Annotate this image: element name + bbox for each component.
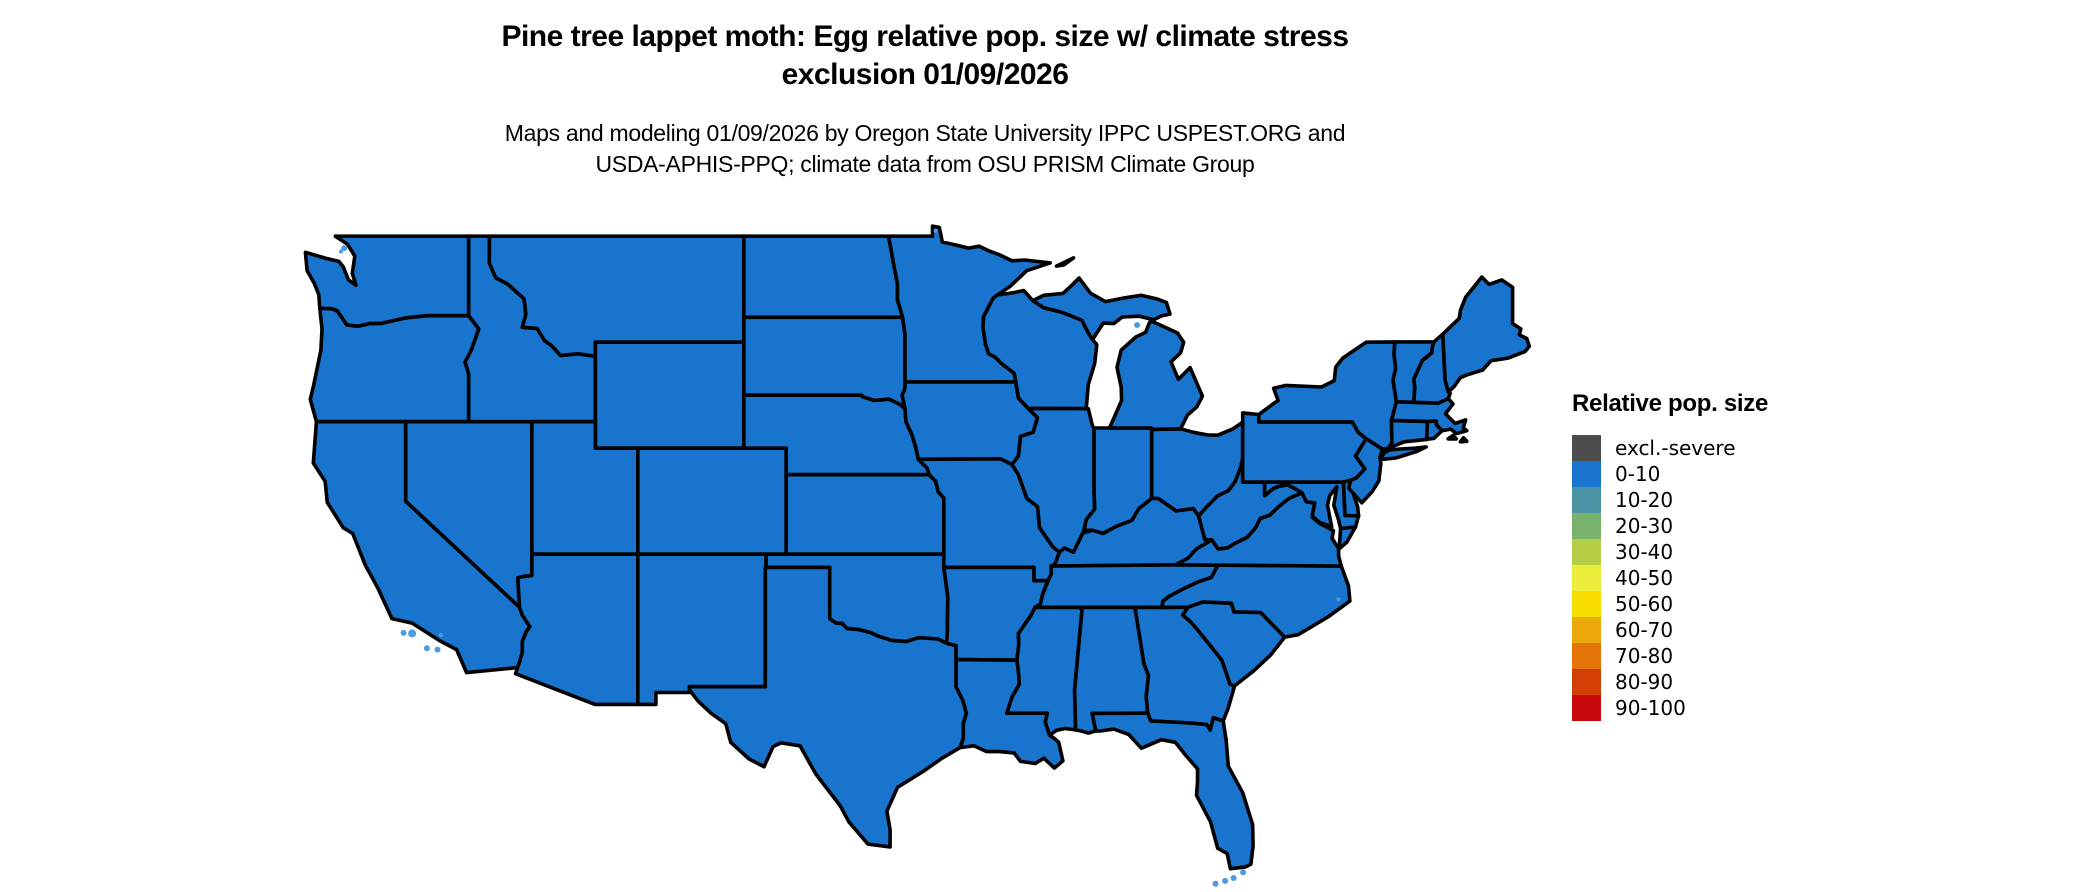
legend-swatch-90-100 [1572, 695, 1601, 721]
state-north-dakota [742, 234, 905, 320]
legend-title: Relative pop. size [1572, 390, 1768, 417]
state-new-york [1378, 445, 1428, 462]
legend-swatch-60-70 [1572, 617, 1601, 643]
water-speck [1134, 322, 1141, 328]
state-michigan [1031, 276, 1172, 342]
legend-label: 40-50 [1615, 566, 1674, 590]
legend-label: 30-40 [1615, 540, 1674, 564]
state-massachusetts [1446, 433, 1458, 441]
legend-item: 10-20 [1572, 487, 1768, 513]
legend-swatch-20-30 [1572, 513, 1601, 539]
state-maine [1441, 275, 1532, 394]
water-speck [339, 249, 343, 254]
legend-item: 80-90 [1572, 669, 1768, 695]
state-oregon [308, 306, 481, 424]
state-maryland [1262, 480, 1361, 531]
water-speck [341, 245, 348, 252]
water-speck [933, 228, 938, 233]
legend-item: 50-60 [1572, 591, 1768, 617]
legend-label: 90-100 [1615, 696, 1686, 720]
legend-swatch-10-20 [1572, 487, 1601, 513]
state-north-carolina [1160, 563, 1352, 639]
legend-label: 20-30 [1615, 514, 1674, 538]
legend-swatch-50-60 [1572, 591, 1601, 617]
legend-item: excl.-severe [1572, 435, 1768, 461]
water-speck [1230, 875, 1237, 881]
state-wyoming [593, 340, 746, 450]
state-florida [1090, 711, 1255, 871]
legend-swatch-70-80 [1572, 643, 1601, 669]
legend-items: excl.-severe 0-10 10-20 20-30 30-40 40-50 50-6… [1572, 435, 1768, 721]
water-speck [1240, 869, 1247, 876]
water-speck [434, 646, 441, 653]
legend-item: 70-80 [1572, 643, 1768, 669]
legend-label: 0-10 [1615, 462, 1661, 486]
water-speck [1212, 880, 1219, 887]
legend-label: 50-60 [1615, 592, 1674, 616]
water-speck [1336, 597, 1341, 602]
state-new-mexico [636, 552, 768, 707]
state-colorado [636, 446, 788, 556]
water-speck [400, 629, 407, 636]
water-speck [1222, 877, 1229, 884]
legend-item: 40-50 [1572, 565, 1768, 591]
legend-label: 60-70 [1615, 618, 1674, 642]
state-michigan [1054, 256, 1076, 268]
legend-item: 30-40 [1572, 539, 1768, 565]
state-kansas [784, 472, 946, 556]
legend-swatch-30-40 [1572, 539, 1601, 565]
map-subtitle: Maps and modeling 01/09/2026 by Oregon S… [504, 120, 1346, 177]
legend-item: 20-30 [1572, 513, 1768, 539]
legend: Relative pop. size excl.-severe 0-10 10-20… [1572, 390, 1768, 721]
state-connecticut [1386, 418, 1430, 451]
legend-item: 0-10 [1572, 461, 1768, 487]
legend-swatch-40-50 [1572, 565, 1601, 591]
page-title: Pine tree lappet moth: Egg relative pop.… [501, 20, 1349, 91]
legend-swatch-0-10 [1572, 461, 1601, 487]
state-texas [687, 565, 969, 849]
legend-label: 80-90 [1615, 670, 1674, 694]
legend-item: 90-100 [1572, 695, 1768, 721]
state-massachusetts [1458, 436, 1469, 444]
legend-label: excl.-severe [1615, 436, 1736, 460]
legend-item: 60-70 [1572, 617, 1768, 643]
legend-swatch-80-90 [1572, 669, 1601, 695]
water-speck [408, 629, 417, 638]
water-speck [423, 645, 430, 652]
state-michigan [1107, 319, 1205, 432]
legend-swatch-excl.-severe [1572, 435, 1601, 461]
state-arizona [513, 552, 640, 707]
legend-label: 70-80 [1615, 644, 1674, 668]
legend-label: 10-20 [1615, 488, 1674, 512]
water-speck [438, 633, 443, 637]
